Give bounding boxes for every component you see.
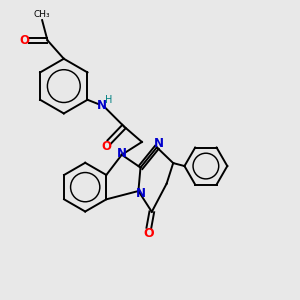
Text: O: O <box>101 140 111 153</box>
Text: N: N <box>117 147 127 160</box>
Text: N: N <box>154 137 164 150</box>
Text: N: N <box>136 187 146 200</box>
Text: O: O <box>143 227 154 240</box>
Text: O: O <box>20 34 30 46</box>
Text: CH₃: CH₃ <box>34 10 50 19</box>
Text: N: N <box>97 99 107 112</box>
Text: H: H <box>106 95 113 105</box>
